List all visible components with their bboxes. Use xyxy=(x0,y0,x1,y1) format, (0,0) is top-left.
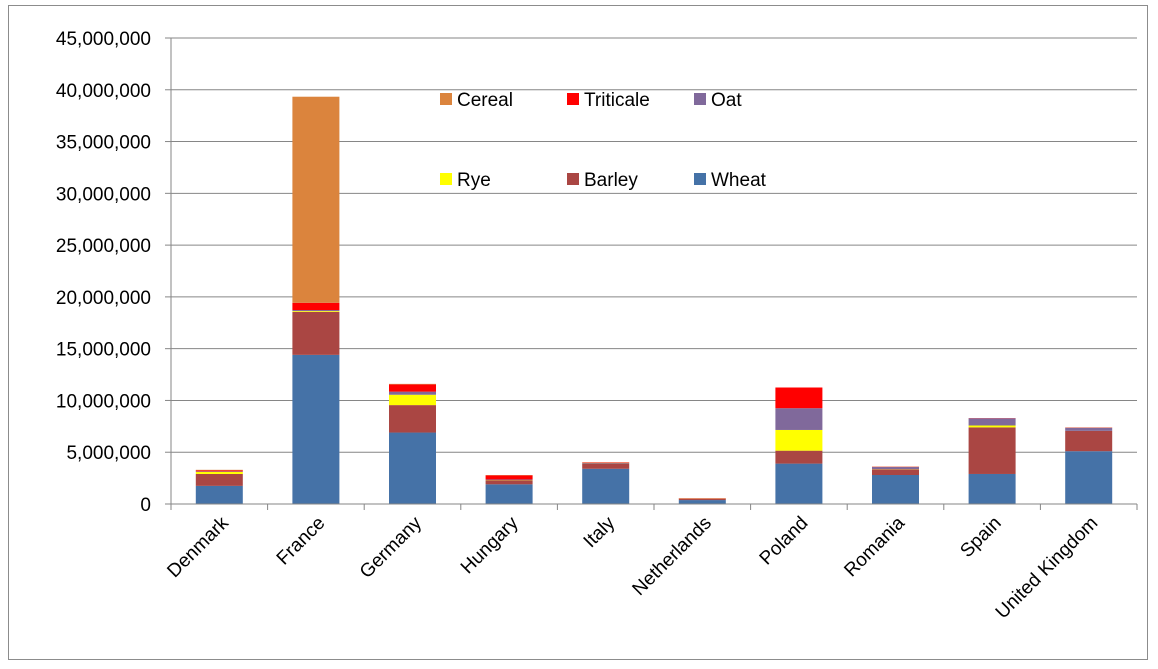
bar-wheat-italy xyxy=(582,468,630,504)
x-tick-labels: Denmark France Germany Hungary Italy Netherla… xyxy=(163,512,1102,623)
bar-wheat-united-kingdom xyxy=(1065,451,1113,504)
legend-label-wheat: Wheat xyxy=(711,170,767,191)
bar-oat-poland xyxy=(775,408,823,430)
x-tick-label: Poland xyxy=(756,513,813,570)
y-tick-label: 35,000,000 xyxy=(56,133,151,154)
y-tick-label: 25,000,000 xyxy=(56,236,151,257)
bar-triticale-france xyxy=(292,302,340,311)
bar-triticale-denmark xyxy=(195,470,243,472)
bar-triticale-germany xyxy=(389,384,436,392)
bar-barley-poland xyxy=(775,450,823,464)
bar-oat-spain xyxy=(968,418,1016,426)
bar-rye-poland xyxy=(775,429,823,451)
y-tick-label: 0 xyxy=(140,495,151,516)
bar-wheat-poland xyxy=(775,463,823,504)
legend-swatch-triticale xyxy=(567,93,579,105)
y-tick-label: 30,000,000 xyxy=(56,184,151,205)
bar-barley-italy xyxy=(582,463,630,469)
bar-wheat-france xyxy=(292,354,340,504)
bar-wheat-denmark xyxy=(195,485,243,504)
legend-swatch-barley xyxy=(567,173,579,185)
bar-oat-france xyxy=(292,310,340,312)
y-tick-label: 10,000,000 xyxy=(56,391,151,412)
bar-barley-spain xyxy=(968,427,1016,474)
y-tick-label: 45,000,000 xyxy=(56,29,151,50)
bar-oat-united-kingdom xyxy=(1065,427,1113,431)
bar-triticale-hungary xyxy=(485,475,533,480)
x-tick-label: Netherlands xyxy=(629,513,716,600)
y-tick-label: 5,000,000 xyxy=(66,443,151,464)
bar-wheat-hungary xyxy=(485,484,533,504)
bar-oat-germany xyxy=(389,391,436,395)
y-tick-label: 40,000,000 xyxy=(56,81,151,102)
y-tick-label: 15,000,000 xyxy=(56,340,151,361)
bar-wheat-spain xyxy=(968,473,1016,504)
bar-cereal-denmark xyxy=(195,469,243,471)
bar-rye-denmark xyxy=(195,471,243,474)
legend-label-oat: Oat xyxy=(711,90,742,111)
bar-rye-spain xyxy=(968,425,1016,428)
bar-wheat-germany xyxy=(389,432,436,504)
y-tick-labels: 0 5,000,000 10,000,000 15,000,000 20,000,000… xyxy=(56,29,151,516)
legend-label-triticale: Triticale xyxy=(584,90,650,111)
chart-frame xyxy=(8,5,1148,660)
bar-rye-germany xyxy=(389,394,436,406)
x-tick-label: Denmark xyxy=(163,512,233,582)
legend-label-cereal: Cereal xyxy=(457,90,513,111)
bar-oat-romania xyxy=(872,467,919,470)
bar-barley-denmark xyxy=(195,473,243,486)
bar-wheat-romania xyxy=(872,475,919,504)
x-tick-label: Hungary xyxy=(457,512,523,578)
bar-barley-united-kingdom xyxy=(1065,430,1113,452)
bar-cereal-france xyxy=(292,96,340,303)
legend-swatch-cereal xyxy=(440,93,452,105)
bar-barley-germany xyxy=(389,405,436,433)
bar-rye-france xyxy=(292,311,340,312)
y-tick-label: 20,000,000 xyxy=(56,288,151,309)
axes xyxy=(170,38,1137,505)
bars xyxy=(195,96,1113,504)
bar-oat-denmark xyxy=(195,471,243,472)
bar-barley-france xyxy=(292,311,340,355)
bar-oat-hungary xyxy=(485,479,533,480)
x-tick-label: Spain xyxy=(956,513,1005,562)
legend-swatch-rye xyxy=(440,173,452,185)
legend-label-rye: Rye xyxy=(457,170,491,191)
bar-barley-netherlands xyxy=(678,498,726,501)
bar-barley-hungary xyxy=(485,480,533,485)
bar-wheat-netherlands xyxy=(678,500,726,504)
bar-oat-italy xyxy=(582,462,630,464)
x-tick-label: Germany xyxy=(356,512,426,582)
bar-triticale-poland xyxy=(775,387,823,409)
legend-swatch-oat xyxy=(694,93,706,105)
legend-label-barley: Barley xyxy=(584,170,638,191)
x-tick-label: France xyxy=(273,513,330,570)
x-tick-label: United Kingdom xyxy=(992,513,1102,623)
bar-barley-romania xyxy=(872,469,919,476)
x-tick-label: Italy xyxy=(580,512,620,552)
bar-cereal-germany xyxy=(389,383,436,385)
x-tick-label: Romania xyxy=(840,512,909,581)
legend-swatch-wheat xyxy=(694,173,706,185)
legend: Cereal Triticale Oat Rye Barley Wheat xyxy=(440,90,767,191)
